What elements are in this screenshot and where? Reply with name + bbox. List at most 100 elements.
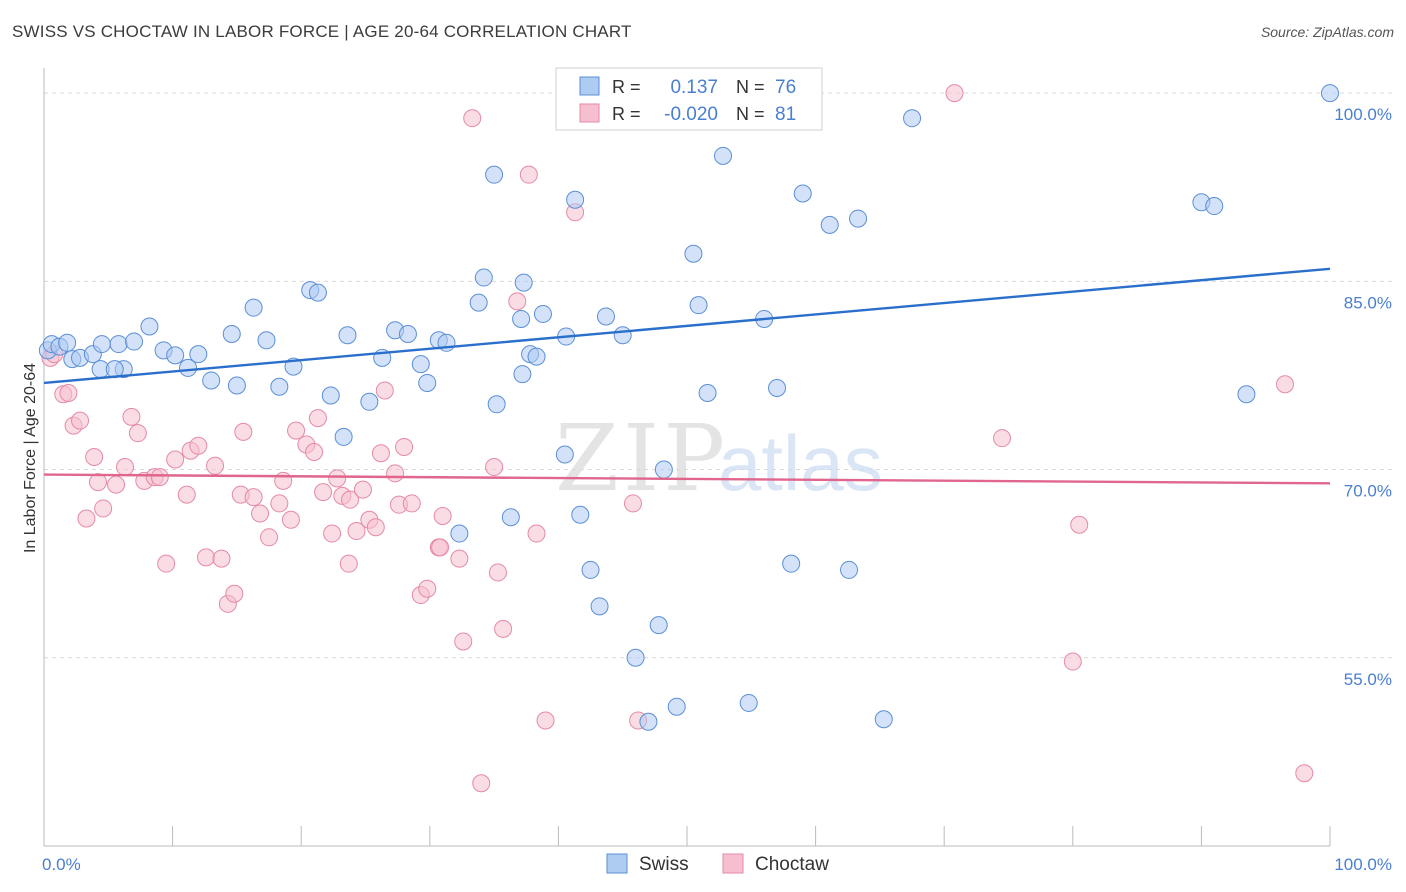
swiss-point-54	[581, 560, 600, 579]
swiss-point-47	[514, 273, 533, 292]
swiss-point-71	[793, 184, 812, 203]
choctaw-point-28	[234, 422, 253, 441]
swiss-r-value: 0.137	[670, 77, 718, 98]
swiss-point-7	[92, 335, 111, 354]
choctaw-point-13	[128, 424, 147, 443]
choctaw-point-26	[225, 584, 244, 603]
choctaw-legend-swatch	[579, 103, 600, 123]
choctaw-point-23	[206, 456, 225, 475]
swiss-point-53	[571, 505, 590, 524]
swiss-point-22	[257, 331, 276, 350]
stats-legend: R = 0.137 N = 76 R = -0.020 N = 81	[555, 67, 823, 131]
choctaw-n-label: N =	[736, 104, 765, 124]
swiss-point-57	[613, 326, 632, 345]
choctaw-point-79	[1295, 764, 1314, 783]
choctaw-legend-label: Choctaw	[755, 854, 829, 875]
choctaw-point-75	[993, 429, 1012, 448]
swiss-point-74	[849, 209, 868, 228]
swiss-point-21	[244, 298, 263, 317]
swiss-point-76	[903, 109, 922, 128]
choctaw-point-9	[94, 499, 113, 518]
swiss-point-24	[284, 357, 303, 376]
choctaw-r-value: -0.020	[664, 104, 718, 125]
swiss-n-label: N =	[736, 77, 765, 97]
swiss-point-52	[566, 190, 585, 209]
swiss-legend-swatch-bottom	[606, 853, 628, 874]
stats-legend-box	[555, 67, 823, 131]
trend-lines	[43, 267, 1331, 485]
choctaw-point-53	[395, 437, 414, 456]
choctaw-point-19	[177, 485, 196, 504]
swiss-point-72	[820, 215, 839, 234]
swiss-point-63	[684, 244, 703, 263]
choctaw-point-66	[494, 619, 513, 638]
choctaw-point-46	[353, 480, 372, 499]
choctaw-point-8	[89, 473, 108, 492]
swiss-point-70	[782, 554, 801, 573]
swiss-point-27	[321, 386, 340, 405]
swiss-point-35	[418, 373, 437, 392]
swiss-point-78	[1205, 197, 1224, 216]
swiss-point-43	[512, 309, 531, 328]
choctaw-point-31	[260, 528, 279, 547]
swiss-point-48	[485, 165, 504, 184]
choctaw-point-33	[274, 471, 293, 490]
swiss-point-75	[874, 710, 893, 729]
choctaw-r-label: R =	[612, 104, 641, 124]
choctaw-point-56	[418, 579, 437, 598]
choctaw-point-17	[157, 554, 176, 573]
x-tick-label-right: 100.0%	[1334, 855, 1392, 874]
choctaw-point-61	[454, 632, 473, 651]
swiss-legend-label: Swiss	[639, 854, 689, 875]
x-tick-label-left: 0.0%	[42, 855, 81, 874]
swiss-point-61	[649, 616, 668, 635]
y-tick-label-85: 85.0%	[1344, 293, 1392, 312]
swiss-point-51	[555, 445, 574, 464]
choctaw-point-72	[623, 494, 642, 513]
choctaw-point-39	[314, 483, 333, 502]
swiss-point-13	[140, 317, 159, 336]
choctaw-legend-swatch-bottom	[722, 853, 744, 874]
choctaw-n-value: 81	[775, 104, 796, 125]
swiss-point-62	[667, 697, 686, 716]
choctaw-point-10	[107, 475, 126, 494]
choctaw-point-50	[375, 381, 394, 400]
swiss-point-38	[450, 524, 469, 543]
swiss-trend-line	[43, 267, 1331, 385]
choctaw-point-45	[347, 522, 366, 541]
choctaw-point-24	[212, 549, 231, 568]
swiss-point-15	[166, 346, 185, 365]
choctaw-point-69	[527, 524, 546, 543]
choctaw-point-48	[366, 518, 385, 537]
swiss-point-33	[398, 325, 417, 344]
choctaw-point-58	[431, 538, 450, 557]
swiss-point-67	[739, 693, 758, 712]
watermark: ZIP atlas	[555, 405, 883, 512]
choctaw-point-12	[122, 407, 141, 426]
swiss-point-29	[338, 326, 357, 345]
choctaw-point-32	[270, 494, 289, 513]
swiss-point-30	[360, 392, 379, 411]
choctaw-point-51	[386, 464, 405, 483]
swiss-point-46	[527, 347, 546, 366]
choctaw-point-37	[305, 442, 324, 461]
swiss-point-34	[411, 355, 430, 374]
swiss-point-60	[654, 460, 673, 479]
swiss-point-44	[513, 365, 532, 384]
swiss-point-28	[334, 427, 353, 446]
swiss-point-64	[689, 296, 708, 315]
choctaw-point-5	[71, 411, 90, 430]
swiss-point-41	[487, 395, 506, 414]
swiss-point-69	[768, 378, 787, 397]
swiss-point-55	[590, 597, 609, 616]
series-legend: Swiss Choctaw	[606, 853, 829, 875]
choctaw-point-68	[519, 165, 538, 184]
chart-title: SWISS VS CHOCTAW IN LABOR FORCE | AGE 20…	[12, 22, 632, 41]
y-tick-label-55: 55.0%	[1344, 670, 1392, 689]
choctaw-point-59	[433, 506, 452, 525]
swiss-point-80	[1321, 84, 1339, 103]
swiss-point-49	[533, 304, 552, 323]
swiss-point-39	[474, 268, 493, 287]
swiss-point-79	[1237, 385, 1256, 404]
